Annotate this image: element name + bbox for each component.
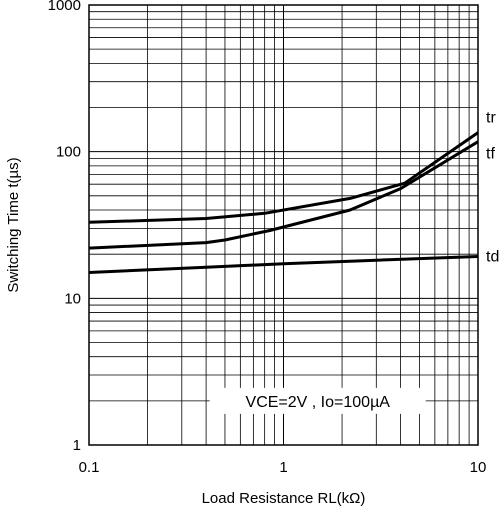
plot-frame (88, 4, 479, 446)
x-tick-label: 10 (470, 459, 487, 476)
series-label-tf: tf (486, 146, 495, 163)
y-tick-labels: 1 10 100 1000 (48, 0, 81, 454)
x-axis-title: Load Resistance RL(kΩ) (202, 490, 366, 507)
y-axis-title: Switching Time t(µs) (5, 157, 22, 292)
y-tick-label: 10 (64, 290, 81, 307)
y-tick-label: 1000 (48, 0, 81, 14)
series-label-tr: tr (486, 110, 496, 127)
series-lines: tr tf td (88, 110, 499, 274)
y-tick-label: 100 (56, 144, 81, 161)
x-tick-label: 0.1 (79, 459, 100, 476)
x-tick-labels: 0.1 1 10 (79, 459, 487, 476)
series-line-tf (88, 140, 479, 250)
series-line-tr (88, 131, 479, 224)
annotation-background (209, 387, 426, 414)
x-tick-label: 1 (279, 459, 287, 476)
grid (89, 5, 478, 445)
y-tick-label: 1 (73, 437, 81, 454)
series-label-td: td (486, 248, 499, 265)
condition-annotation: VCE=2V , Io=100µA (246, 394, 391, 411)
series-line-td (88, 255, 479, 274)
